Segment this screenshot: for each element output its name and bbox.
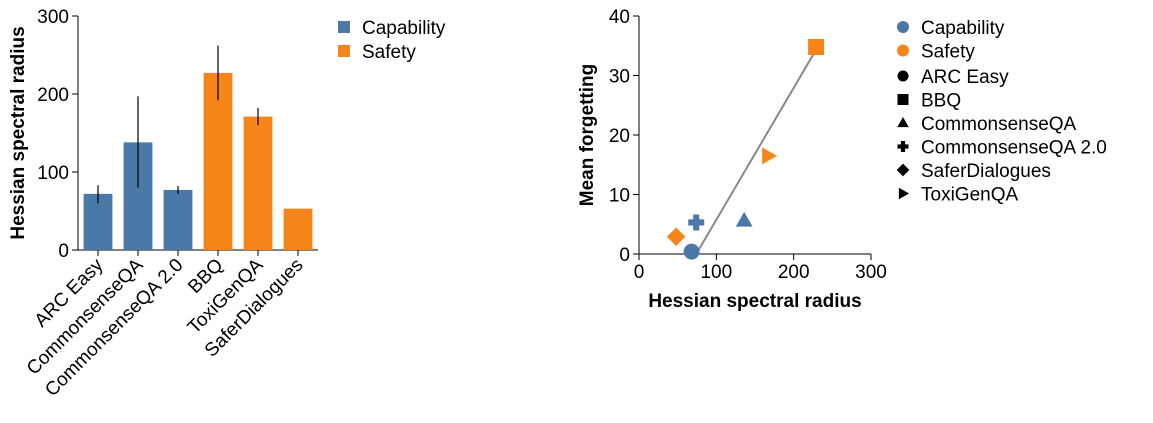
scatter-legend-shape-swatch [898,187,910,200]
bar [243,116,273,251]
scatter-legend-label: Capability [921,18,1005,39]
bar-legend-swatch [338,21,350,33]
scatter-legend-label: CommonsenseQA [921,114,1077,135]
scatter-legend-label: CommonsenseQA 2.0 [921,138,1107,159]
scatter-x-axis-title: Hessian spectral radius [648,291,861,312]
scatter-legend-color-swatch [897,21,909,33]
bar-y-tick-label: 100 [37,163,69,184]
scatter-y-tick-label: 40 [609,7,630,28]
scatter-legend-label: Safety [921,42,975,63]
fit-line [695,45,820,255]
scatter-legend-label: BBQ [921,91,961,112]
scatter-legend-shape-swatch [896,163,910,177]
scatter-y-tick-label: 20 [609,126,630,147]
scatter-y-tick-label: 0 [619,245,630,266]
scatter-legend-shape-swatch [897,141,909,152]
scatter-x-tick-label: 100 [700,262,732,283]
bar-y-tick-label: 0 [58,241,69,262]
scatter-legend-color-swatch [897,44,909,57]
bar-y-tick-label: 300 [37,7,69,28]
scatter-point [762,147,777,165]
bar-legend-label: Safety [362,42,416,63]
bar-legend-swatch [338,45,350,57]
scatter-y-tick-label: 10 [609,186,630,207]
bar [283,208,313,250]
bar-y-axis-title: Hessian spectral radius [8,26,29,239]
scatter-x-tick-label: 200 [778,262,810,283]
scatter-x-tick-label: 0 [634,262,645,283]
scatter-legend-shape-swatch [897,94,909,105]
bar-y-tick-label: 200 [37,85,69,106]
scatter-legend-label: ToxiGenQA [921,185,1018,206]
scatter-x-tick-label: 300 [855,262,887,283]
scatter-legend-shape-swatch [897,70,909,82]
scatter-y-axis-title: Mean forgetting [577,64,598,207]
bar [163,189,193,250]
scatter-y-tick-label: 30 [609,67,630,88]
scatter-legend-shape-swatch [897,116,909,128]
bar [203,72,233,250]
scatter-point [735,211,753,227]
scatter-point [688,214,705,231]
scatter-legend-label: SaferDialogues [921,161,1051,182]
scatter-point [683,243,700,260]
scatter-point [808,38,825,55]
scatter-chart: 0 10 20 30 40 0 100 200 300 Hessian spectral radi… [577,7,1107,312]
scatter-legend-label: ARC Easy [921,67,1009,88]
bar-legend-label: Capability [362,18,446,39]
scatter-point [666,227,686,246]
